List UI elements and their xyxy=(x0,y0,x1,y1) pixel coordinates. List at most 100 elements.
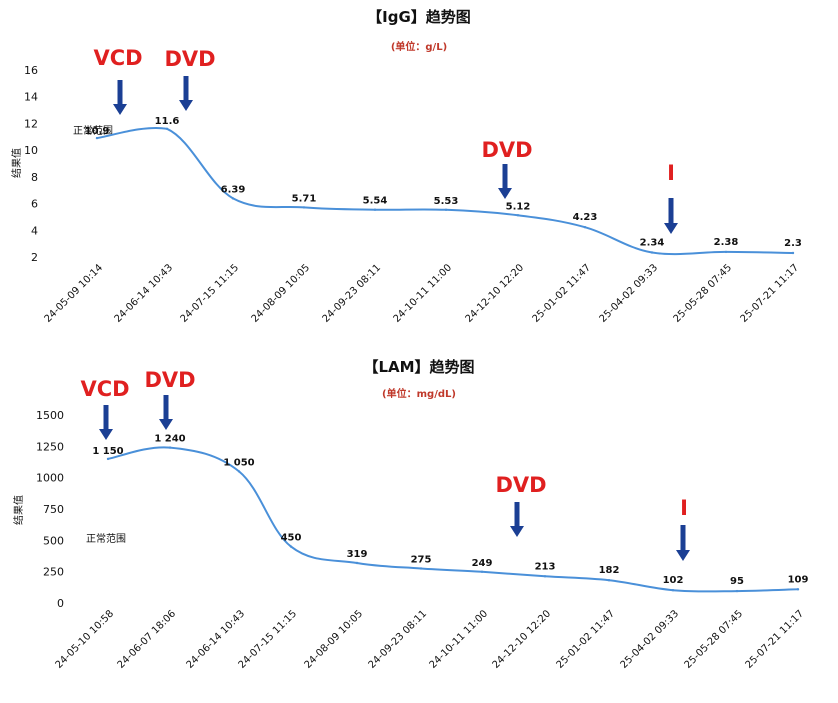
data-point xyxy=(444,208,448,211)
data-label: 450 xyxy=(281,533,302,544)
data-label: 5.71 xyxy=(292,193,317,204)
x-tick-label: 24-07-15 11:15 xyxy=(237,608,300,671)
annotation-arrow-icon xyxy=(113,80,127,115)
y-tick-label: 4 xyxy=(31,224,38,237)
y-tick-label: 8 xyxy=(31,171,38,184)
x-tick-label: 24-05-10 10:58 xyxy=(54,608,117,671)
chart-title: 【LAM】趋势图 xyxy=(363,358,474,376)
annotation-arrow-icon xyxy=(676,525,690,561)
y-tick-label: 750 xyxy=(43,503,64,516)
chart-title: 【IgG】趋势图 xyxy=(367,8,471,26)
data-point xyxy=(231,197,235,200)
data-point xyxy=(237,470,241,473)
annotation-label: DVD xyxy=(164,47,215,71)
data-point xyxy=(583,226,587,229)
data-point xyxy=(724,250,728,254)
data-point xyxy=(671,589,675,592)
data-point xyxy=(735,589,739,593)
data-point xyxy=(302,206,306,209)
data-point xyxy=(791,251,795,255)
data-label: 10.9 xyxy=(85,126,110,137)
y-tick-label: 1250 xyxy=(36,440,64,453)
data-label: 275 xyxy=(411,555,432,566)
chart-subtitle: (单位：mg/dL) xyxy=(382,387,456,400)
x-tick-label: 24-08-09 10:05 xyxy=(303,608,366,671)
annotation-label: DVD xyxy=(481,138,532,162)
y-tick-label: 14 xyxy=(24,91,38,104)
x-tick-label: 25-01-02 11:47 xyxy=(555,608,618,671)
annotation-arrow-icon xyxy=(159,395,173,430)
data-point xyxy=(650,251,654,254)
data-point xyxy=(165,127,169,130)
data-point xyxy=(516,214,520,217)
x-tick-label: 25-04-02 09:33 xyxy=(598,262,661,325)
data-label: 5.53 xyxy=(434,196,459,207)
annotation-label: DVD xyxy=(495,473,546,497)
x-tick-label: 24-12-10 12:20 xyxy=(464,262,527,325)
data-label: 109 xyxy=(788,574,809,585)
data-point xyxy=(543,575,547,578)
data-point xyxy=(106,457,110,461)
y-axis-label: 结果值 xyxy=(12,495,25,525)
annotation-arrow-icon xyxy=(510,502,524,537)
x-tick-label: 25-07-21 11:17 xyxy=(739,262,802,325)
x-tick-label: 24-10-11 11:00 xyxy=(428,608,491,671)
data-label: 249 xyxy=(472,558,493,569)
data-point xyxy=(796,588,800,591)
annotation-arrow-icon xyxy=(664,198,678,234)
x-tick-label: 24-09-23 08:11 xyxy=(367,608,430,671)
data-point xyxy=(480,570,484,573)
x-tick-label: 25-07-21 11:17 xyxy=(744,608,807,671)
y-tick-label: 1500 xyxy=(36,409,64,422)
normal-range-label: 正常范围 xyxy=(86,532,126,545)
x-tick-label: 25-04-02 09:33 xyxy=(619,608,682,671)
annotation-arrow-icon xyxy=(179,76,193,111)
annotation-label: I xyxy=(680,496,688,520)
y-tick-label: 0 xyxy=(57,597,64,610)
data-label: 1 150 xyxy=(92,446,123,457)
data-point xyxy=(607,579,611,582)
y-tick-label: 250 xyxy=(43,566,64,579)
x-tick-label: 25-01-02 11:47 xyxy=(531,262,594,325)
data-label: 6.39 xyxy=(221,184,246,195)
data-label: 4.23 xyxy=(573,212,598,223)
y-tick-label: 6 xyxy=(31,198,38,211)
data-label: 5.12 xyxy=(506,201,531,212)
data-point xyxy=(95,136,99,140)
y-tick-label: 16 xyxy=(24,64,38,77)
data-label: 2.38 xyxy=(714,237,739,248)
annotation-label: VCD xyxy=(80,377,129,401)
data-label: 182 xyxy=(599,565,620,576)
y-tick-label: 10 xyxy=(24,144,38,157)
x-tick-label: 24-06-07 18:06 xyxy=(116,608,179,671)
x-tick-label: 24-12-10 12:20 xyxy=(491,608,554,671)
series-line xyxy=(107,446,799,593)
y-tick-label: 2 xyxy=(31,251,38,264)
data-label: 319 xyxy=(347,549,368,560)
data-point xyxy=(289,545,293,548)
data-point xyxy=(168,446,172,449)
data-label: 95 xyxy=(730,576,744,587)
annotation-label: I xyxy=(667,161,675,185)
x-tick-label: 24-05-09 10:14 xyxy=(43,262,106,325)
data-point xyxy=(419,567,423,570)
data-label: 102 xyxy=(663,575,684,586)
normal-range-label: 正常范围 xyxy=(73,124,113,137)
data-label: 2.34 xyxy=(640,238,665,249)
x-tick-label: 24-07-15 11:15 xyxy=(179,262,242,325)
data-point xyxy=(373,208,377,211)
data-label: 213 xyxy=(535,561,556,572)
y-tick-label: 12 xyxy=(24,117,38,130)
data-label: 5.54 xyxy=(363,196,388,207)
x-tick-label: 24-06-14 10:43 xyxy=(113,262,176,325)
annotation-label: VCD xyxy=(93,46,142,70)
chart-subtitle: (单位：g/L) xyxy=(391,40,447,53)
x-tick-label: 24-09-23 08:11 xyxy=(321,262,384,325)
x-tick-label: 24-10-11 11:00 xyxy=(392,262,455,325)
x-tick-label: 24-08-09 10:05 xyxy=(250,262,313,325)
y-axis-label: 结果值 xyxy=(10,148,23,178)
data-label: 11.6 xyxy=(155,116,180,127)
data-label: 2.3 xyxy=(784,238,802,249)
